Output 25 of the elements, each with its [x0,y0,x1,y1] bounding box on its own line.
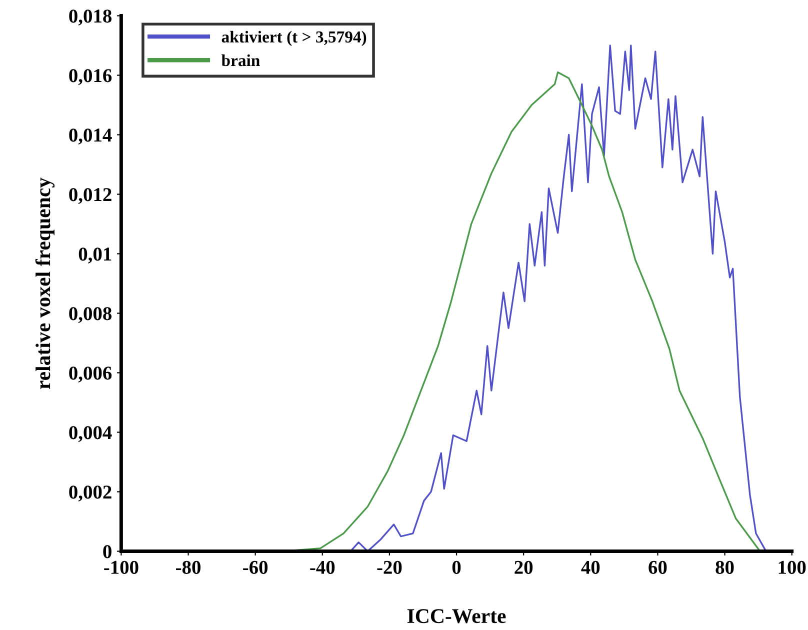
x-tick-label: 0 [452,560,461,574]
x-axis-title: ICC-Werte [407,609,506,624]
x-tick-label: -100 [104,560,138,574]
x-tick-label: 100 [778,560,806,574]
x-tick-label: 80 [716,560,734,574]
y-tick-label: 0,01 [78,248,112,264]
x-tick-label: 60 [648,560,667,574]
y-tick-label: 0,016 [69,69,112,86]
y-tick-label: 0,004 [69,426,112,442]
y-axis-title: relative voxel frequency [35,178,55,390]
x-tick-label: -80 [176,560,200,574]
y-tick-label: 0,002 [69,486,112,502]
x-tick-label: -20 [377,560,402,574]
y-tick-label: 0,008 [69,307,112,324]
y-tick-label: 0,006 [69,366,112,383]
legend-label: brain [221,54,260,66]
y-tick-label: 0,018 [69,10,112,26]
x-tick-label: -40 [310,560,335,574]
legend-label: aktiviert (t > 3,5794) [222,30,366,46]
x-tick-label: -60 [243,560,268,574]
x-tick-label: 40 [581,560,600,574]
y-tick-label: 0,014 [69,128,112,145]
y-tick-label: 0,012 [69,188,112,204]
y-tick-label: 0 [103,545,112,558]
x-tick-label: 20 [514,560,533,574]
